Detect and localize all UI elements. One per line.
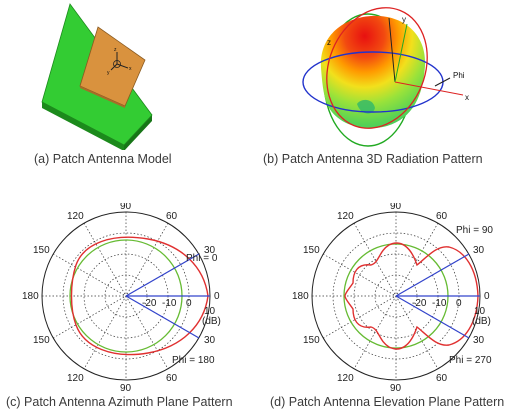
- elevation-phi-upper: Phi = 90: [456, 225, 493, 236]
- elevation-phi-lower: Phi = 270: [449, 355, 492, 366]
- caption-elevation-plane-pattern: (d) Patch Antenna Elevation Plane Patter…: [270, 395, 505, 409]
- azimuth-label-60: 60: [166, 211, 178, 222]
- elevation-label-330: 30: [473, 335, 485, 346]
- elevation-label-120: 120: [337, 211, 354, 222]
- pattern-axes: z y x Phi: [327, 15, 469, 102]
- elevation-label-180: 180: [292, 291, 309, 302]
- patch-edge: [80, 86, 125, 108]
- azimuth-label-90-top: 90: [120, 203, 132, 212]
- elevation-label-210: 150: [303, 335, 320, 346]
- azimuth-label-270: 90: [120, 383, 132, 393]
- azimuth-label-150: 150: [33, 245, 50, 256]
- elevation-radial-label-0: 0: [456, 298, 462, 309]
- azimuth-polar-plot: 90 60 30 0 30 60 90 120 150 180 150 120 …: [22, 203, 221, 393]
- elevation-radial-label-m20: -20: [412, 298, 427, 309]
- elevation-label-0: 0: [484, 291, 490, 302]
- azimuth-radial-label-m10: -10: [162, 298, 177, 309]
- azimuth-radial-label-m20: -20: [142, 298, 157, 309]
- elevation-label-270: 90: [390, 383, 402, 393]
- azimuth-label-240: 120: [67, 373, 84, 384]
- elevation-unit-label: (dB): [472, 316, 491, 327]
- elevation-cut-lines: [395, 253, 480, 339]
- model-axis-y: y: [107, 70, 110, 76]
- elevation-pattern-curve: [344, 242, 479, 350]
- caption-3d-radiation-pattern: (b) Patch Antenna 3D Radiation Pattern: [263, 152, 483, 166]
- radiation-pattern-3d-figure: z y x Phi: [302, 7, 469, 147]
- azimuth-label-180: 180: [22, 291, 39, 302]
- azimuth-phi-upper: Phi = 0: [186, 253, 218, 264]
- substrate-side-face: [124, 115, 152, 150]
- red-elevation-ring: [326, 7, 428, 129]
- azimuth-label-120: 120: [67, 211, 84, 222]
- radiation-lobe: [320, 15, 426, 129]
- caption-patch-antenna-model: (a) Patch Antenna Model: [34, 152, 172, 166]
- azimuth-label-330: 30: [204, 335, 216, 346]
- azimuth-radial-label-0: 0: [186, 298, 192, 309]
- azimuth-radial-label-10: 10: [204, 306, 216, 317]
- model-axes-triad: z x y: [107, 47, 132, 76]
- azimuth-cut-lines: [125, 253, 210, 339]
- azimuth-phi-lower: Phi = 180: [172, 355, 215, 366]
- pattern-axis-z: z: [327, 38, 331, 47]
- elevation-label-300: 60: [436, 373, 448, 384]
- lobe-dimple: [357, 99, 375, 114]
- azimuth-label-210: 150: [33, 335, 50, 346]
- azimuth-pattern-curve: [70, 236, 209, 356]
- model-axis-x: x: [129, 66, 132, 72]
- substrate-front-face: [42, 102, 124, 150]
- pattern-axis-y: y: [402, 15, 406, 24]
- azimuth-label-0: 0: [214, 291, 220, 302]
- elevation-label-30: 30: [473, 245, 485, 256]
- caption-azimuth-plane-pattern: (c) Patch Antenna Azimuth Plane Pattern: [6, 395, 233, 409]
- pattern-axis-x: x: [465, 93, 469, 102]
- azimuth-unit-label: (dB): [202, 316, 221, 327]
- azimuth-label-30: 30: [204, 245, 216, 256]
- elevation-radial-label-m10: -10: [432, 298, 447, 309]
- patch-antenna-model-figure: z x y: [41, 3, 153, 150]
- model-axis-z: z: [114, 47, 117, 53]
- pattern-phi-label: Phi: [453, 71, 465, 80]
- azimuth-label-300: 60: [166, 373, 178, 384]
- elevation-radial-label-10: 10: [474, 306, 486, 317]
- elevation-label-240: 120: [337, 373, 354, 384]
- elevation-polar-plot: 90 60 30 0 30 60 90 120 150 180 150 120 …: [292, 203, 493, 393]
- elevation-label-150: 150: [303, 245, 320, 256]
- elevation-label-90-top: 90: [390, 203, 402, 212]
- elevation-label-60: 60: [436, 211, 448, 222]
